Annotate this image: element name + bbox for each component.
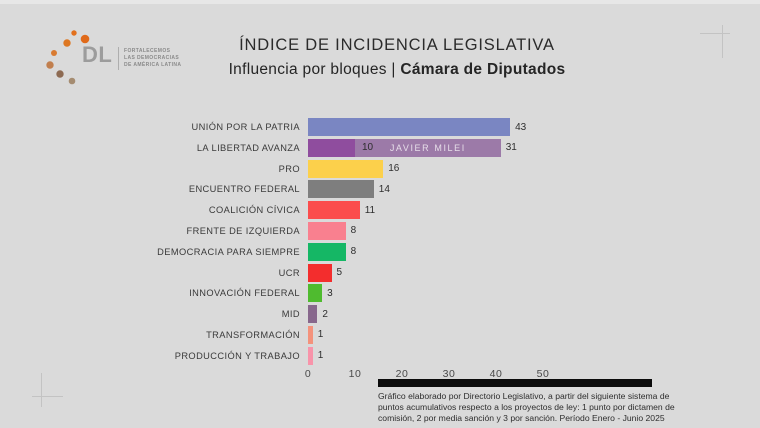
logo-dot <box>80 34 90 44</box>
bar-segment <box>308 242 346 261</box>
segment-value-label: 10 <box>362 142 374 154</box>
bar-rows: UNIÓN POR LA PATRIA 43 LA LIBERTAD AVANZA 1… <box>0 118 760 365</box>
bar-track: 11 <box>308 201 376 220</box>
bar-track: 1 <box>308 346 324 365</box>
bar-segment: 10 JAVIER MILEI <box>355 138 501 157</box>
category-label: INNOVACIÓN FEDERAL <box>189 288 300 299</box>
bar-track: 43 <box>308 118 526 136</box>
top-strip <box>0 0 760 4</box>
category-label: UCR <box>278 267 300 278</box>
x-axis-tick: 0 <box>304 367 312 380</box>
x-axis-tick: 40 <box>489 367 503 380</box>
category-label: MID <box>281 309 300 320</box>
bar-row: INNOVACIÓN FEDERAL 3 <box>0 284 760 303</box>
bar-segment <box>308 263 332 282</box>
category-label: FRENTE DE IZQUIERDA <box>186 225 300 236</box>
logo-monogram: DL <box>82 42 113 67</box>
bar-track: 8 <box>308 242 357 261</box>
bar-segment <box>308 180 374 199</box>
page-subtitle: Influencia por bloques | Cámara de Diput… <box>34 61 760 79</box>
subtitle-bold: Cámara de Diputados <box>400 61 566 78</box>
bar-row: DEMOCRACIA PARA SIEMPRE 8 <box>0 242 760 261</box>
category-label: DEMOCRACIA PARA SIEMPRE <box>157 246 300 257</box>
bar-value-label: 5 <box>336 267 343 279</box>
bar-segment <box>308 325 313 344</box>
bar-value-label: 8 <box>350 246 357 258</box>
bar-segment <box>308 201 360 220</box>
category-label: ENCUENTRO FEDERAL <box>188 184 300 195</box>
bar-row: UNIÓN POR LA PATRIA 43 <box>0 118 760 136</box>
bar-track: 16 <box>308 159 400 178</box>
category-label: LA LIBERTAD AVANZA <box>196 142 300 153</box>
segment-annotation: JAVIER MILEI <box>389 142 466 153</box>
logo-tagline: FORTALECEMOS LAS DEMOCRACIAS DE AMÉRICA … <box>124 48 181 68</box>
x-axis-tick: 20 <box>395 367 409 380</box>
logo-dot <box>68 77 76 85</box>
bar-row: PRODUCCIÓN Y TRABAJO 1 <box>0 346 760 365</box>
bar-row: UCR 5 <box>0 263 760 282</box>
bar-track: 2 <box>308 305 328 324</box>
crop-mark-top-right <box>722 25 723 58</box>
logo-dot <box>56 70 64 78</box>
bar-track: 14 <box>308 180 390 199</box>
logo-dot <box>51 50 57 56</box>
bar-track: 10 JAVIER MILEI 31 <box>308 138 517 157</box>
subtitle-prefix: Influencia por bloques | <box>228 61 401 78</box>
bar-segment <box>308 159 384 178</box>
logo-dot <box>71 30 77 36</box>
bar-value-label: 43 <box>515 121 527 133</box>
bar-row: ENCUENTRO FEDERAL 14 <box>0 180 760 199</box>
bar-value-label: 2 <box>322 308 328 320</box>
divider-bar <box>378 379 652 387</box>
logo-dots-svg <box>46 30 90 85</box>
bar-row: PRO 16 <box>0 159 760 178</box>
crop-mark-bottom-left <box>41 373 42 407</box>
bar-segment <box>308 305 318 324</box>
logo-dot <box>63 39 71 47</box>
bar-value-label: 16 <box>388 163 400 175</box>
crop-mark-bottom-left <box>32 396 63 397</box>
category-label: TRANSFORMACIÓN <box>206 329 300 340</box>
bar-track: 1 <box>308 325 324 344</box>
bar-value-label: 8 <box>350 225 357 237</box>
bar-value-label: 1 <box>317 329 324 341</box>
bar-row: COALICIÓN CÍVICA 11 <box>0 201 760 220</box>
logo-tagline-line: FORTALECEMOS <box>124 48 171 54</box>
bar-row: LA LIBERTAD AVANZA 10 JAVIER MILEI 31 <box>0 138 760 157</box>
logo: DL FORTALECEMOS LAS DEMOCRACIAS DE AMÉRI… <box>40 27 215 91</box>
category-label: UNIÓN POR LA PATRIA <box>191 122 300 132</box>
bar-row: MID 2 <box>0 305 760 324</box>
x-axis: 0 10 20 30 40 50 <box>304 367 760 382</box>
category-label: PRODUCCIÓN Y TRABAJO <box>174 350 300 361</box>
bar-segment <box>308 284 323 303</box>
logo-tagline-line: LAS DEMOCRACIAS <box>124 54 180 61</box>
bar-track: 8 <box>308 221 357 240</box>
bar-row: TRANSFORMACIÓN 1 <box>0 325 760 344</box>
bar-segment <box>308 346 313 365</box>
crop-mark-top-right <box>700 33 730 34</box>
bar-segment <box>308 118 511 136</box>
logo-separator <box>118 47 119 70</box>
logo-dot <box>46 61 54 69</box>
bar-row: FRENTE DE IZQUIERDA 8 <box>0 221 760 240</box>
bar-track: 3 <box>308 284 333 303</box>
bar-value-label: 3 <box>327 287 333 299</box>
bar-segment <box>308 221 346 240</box>
bar-value-label: 11 <box>364 204 376 216</box>
footnote: Gráfico elaborado por Directorio Legisla… <box>378 391 675 424</box>
bar-value-label: 14 <box>378 183 390 195</box>
bar-segment <box>308 138 355 157</box>
bar-value-label: 1 <box>317 350 324 362</box>
bar-value-label: 31 <box>505 142 517 154</box>
bar-track: 5 <box>308 263 343 282</box>
header: ÍNDICE DE INCIDENCIA LEGISLATIVA Influen… <box>34 36 760 79</box>
page-title: ÍNDICE DE INCIDENCIA LEGISLATIVA <box>239 36 555 54</box>
bar-chart: UNIÓN POR LA PATRIA 43 LA LIBERTAD AVANZA 1… <box>0 118 760 382</box>
category-label: PRO <box>278 163 300 174</box>
logo-tagline-line: DE AMÉRICA LATINA <box>124 61 182 68</box>
x-axis-tick: 10 <box>348 367 362 380</box>
x-axis-tick: 50 <box>536 367 550 380</box>
category-label: COALICIÓN CÍVICA <box>208 205 300 216</box>
x-axis-tick: 30 <box>442 367 456 380</box>
